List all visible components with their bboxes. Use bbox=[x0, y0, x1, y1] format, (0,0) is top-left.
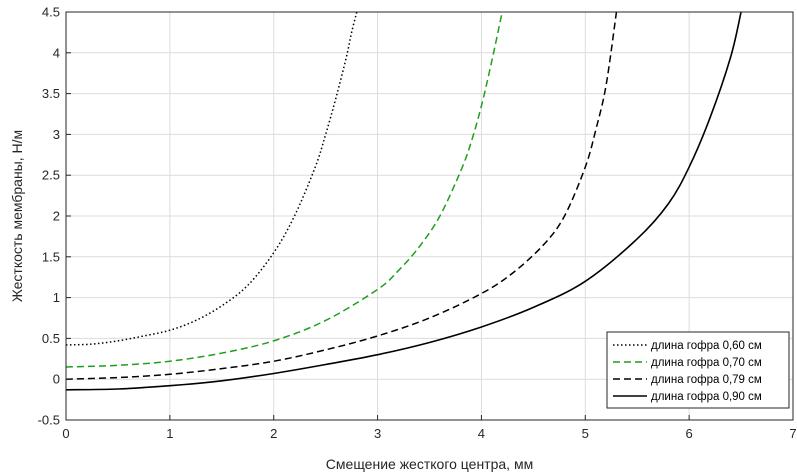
x-tick-label: 1 bbox=[166, 426, 173, 441]
x-tick-label: 5 bbox=[582, 426, 589, 441]
x-axis-ticks: 0 1 2 3 4 5 6 7 bbox=[62, 415, 797, 441]
y-tick-label: 1 bbox=[53, 290, 60, 305]
x-tick-label: 7 bbox=[789, 426, 796, 441]
legend-label-1: длина гофра 0,60 см bbox=[651, 340, 762, 352]
y-tick-label: 3 bbox=[53, 127, 60, 142]
y-tick-label: 4 bbox=[53, 45, 60, 60]
series-group bbox=[66, 12, 742, 391]
x-axis-label: Смещение жесткого центра, мм bbox=[326, 456, 533, 472]
legend-label-4: длина гофра 0,90 см bbox=[651, 391, 762, 403]
x-tick-label: 3 bbox=[374, 426, 381, 441]
legend: длина гофра 0,60 см длина гофра 0,70 см дл… bbox=[606, 331, 790, 409]
y-tick-label: 4.5 bbox=[42, 5, 60, 20]
x-tick-label: 2 bbox=[270, 426, 277, 441]
series-line-3 bbox=[66, 12, 618, 380]
y-axis-label: Жесткость мембраны, Н/м bbox=[9, 130, 25, 302]
y-tick-label: -0.5 bbox=[38, 413, 60, 428]
series-line-1 bbox=[66, 12, 358, 346]
series-line-2 bbox=[66, 12, 503, 368]
legend-label-2: длина гофра 0,70 см bbox=[651, 357, 762, 369]
y-tick-label: 3.5 bbox=[42, 86, 60, 101]
series-line-4 bbox=[66, 12, 742, 391]
y-tick-label: 0 bbox=[53, 372, 60, 387]
x-tick-label: 6 bbox=[686, 426, 693, 441]
y-tick-label: 2.5 bbox=[42, 168, 60, 183]
y-tick-label: 1.5 bbox=[42, 249, 60, 264]
y-tick-label: 2 bbox=[53, 209, 60, 224]
y-axis-ticks: -0.5 0 0.5 1 1.5 2 2.5 3 3.5 4 4.5 bbox=[38, 5, 71, 428]
x-tick-label: 4 bbox=[478, 426, 485, 441]
x-tick-label: 0 bbox=[62, 426, 69, 441]
legend-label-3: длина гофра 0,79 см bbox=[651, 374, 762, 386]
y-tick-label: 0.5 bbox=[42, 331, 60, 346]
